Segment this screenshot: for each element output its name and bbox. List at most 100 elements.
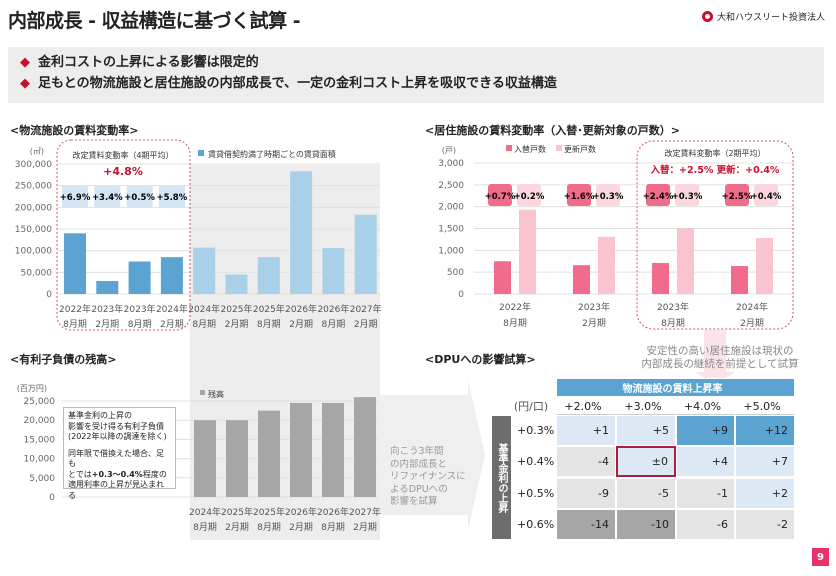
note-line: 安定性の高い居住施設は現状の: [646, 345, 794, 357]
bar: [652, 262, 669, 294]
logistics-section-title: <物流施設の賃料変動率>: [10, 124, 139, 137]
table-cell: +12: [735, 415, 795, 446]
bar: [226, 420, 248, 497]
y-tick-label: 15,000: [24, 435, 56, 445]
x-tick-label: 2026年: [285, 506, 317, 518]
page-title: 内部成長 - 収益構造に基づく試算 -: [8, 10, 301, 32]
x-tick-label: 2月期: [289, 319, 313, 330]
rate-highlight-box: [56, 139, 191, 331]
x-tick-label: 2月期: [354, 319, 378, 330]
residential-note: 安定性の高い居住施設は現状の 内部成長の継続を前提として試算: [640, 345, 800, 371]
x-tick-label: 2月期: [95, 319, 119, 330]
bar: [194, 420, 216, 497]
y-axis-unit: (百万円): [17, 384, 47, 393]
note-line: 内部成長の継続を前提として試算: [641, 358, 799, 370]
bar: [290, 402, 312, 497]
bar: [494, 261, 511, 294]
x-tick-label: 2月期: [225, 522, 249, 533]
x-tick-label: 2024年: [736, 301, 768, 313]
bar: [128, 261, 151, 294]
table-cell: +9: [676, 415, 735, 446]
y-tick-label: 100,000: [15, 247, 52, 257]
y-tick-label: 2,500: [438, 181, 464, 191]
x-tick-label: 8月期: [193, 522, 217, 533]
x-tick-label: 2024年: [188, 303, 220, 315]
table-cell: +2: [735, 477, 795, 509]
x-tick-label: 2022年: [499, 301, 531, 313]
x-tick-label: 8月期: [128, 319, 152, 330]
dpu-table: (円/口) 物流施設の賃料上昇率 基準金利の上昇 +2.0% +3.0% +4.0% +5.…: [491, 378, 795, 540]
note-text: とでは: [68, 469, 92, 479]
y-tick-label: 500: [447, 268, 464, 278]
y-tick-label: 25,000: [24, 397, 56, 407]
table-cell: -4: [556, 446, 616, 478]
y-tick-label: 10,000: [24, 455, 56, 465]
bar: [160, 257, 183, 294]
row-label: +0.4%: [512, 446, 556, 478]
y-tick-label: 0: [46, 290, 52, 300]
bar: [64, 233, 86, 294]
rate-label-box: [158, 185, 185, 207]
note-text: 程度の: [142, 469, 167, 479]
summary-box: ◆ 金利コストの上昇による影響は限定的 ◆ 足もとの物流施設と居住施設の内部成長で、…: [8, 47, 824, 103]
table-cell: -6: [676, 508, 735, 540]
row-label: +0.3%: [512, 415, 556, 446]
rate-label: +3.4%: [92, 193, 123, 203]
rate-label: +0.3%: [593, 192, 624, 202]
y-axis-unit: (㎡): [30, 147, 44, 156]
note-line: (2022年以降の調達を除く): [68, 432, 167, 441]
arrow-line: の内部成長と: [390, 458, 448, 470]
x-tick-label: 2024年: [189, 506, 221, 518]
y-tick-label: 1,000: [438, 246, 464, 256]
y-tick-label: 2,000: [438, 203, 464, 213]
bar: [290, 171, 313, 294]
note-line: 同年限で借換えた場合、足も: [68, 448, 164, 469]
legend-swatch: [198, 150, 204, 156]
rate-label-box: [725, 184, 749, 206]
rate-label-box: [517, 184, 541, 206]
rate-label: +2.4%: [643, 192, 674, 202]
table-cell: -10: [616, 508, 676, 540]
x-tick-label: 2025年: [253, 506, 285, 518]
x-tick-label: 8月期: [661, 318, 685, 329]
table-unit: (円/口): [512, 396, 556, 415]
rate-highlight-box: [636, 140, 794, 330]
table-cell: -1: [676, 477, 735, 509]
rate-label-box: [754, 184, 778, 206]
legend-label: 残高: [208, 389, 224, 399]
row-header: 基準金利の上昇: [491, 415, 512, 540]
x-tick-label: 2026年: [285, 303, 317, 315]
forecast-background: [190, 165, 380, 540]
x-tick-label: 2026年: [317, 506, 349, 518]
bar: [354, 214, 377, 294]
x-tick-label: 8月期: [322, 319, 346, 330]
x-tick-label: 2025年: [221, 506, 253, 518]
rate-label-box: [596, 184, 620, 206]
x-tick-label: 2月期: [740, 318, 764, 329]
note-line: とでは+0.3～0.4%程度の: [68, 470, 171, 481]
rate-label: +0.7%: [485, 192, 516, 202]
arrow-text: 向こう3年間 の内部成長と リファイナンスに よるDPUへの 影響を試算: [390, 446, 466, 509]
arrow-shape: [378, 380, 485, 530]
column-label: +2.0%: [556, 397, 616, 415]
y-tick-label: 250,000: [15, 182, 52, 192]
note-line: 適用利率の上昇が見込まれる: [68, 480, 164, 500]
box-title: 改定賃料変動率（2期平均）: [664, 148, 765, 158]
down-arrow-icon: [695, 330, 735, 385]
table-cell: +4: [676, 446, 735, 478]
bar: [731, 266, 748, 294]
bar: [322, 402, 344, 497]
x-tick-label: 2月期: [582, 318, 606, 329]
x-tick-label: 8月期: [503, 318, 527, 329]
bullet-1: ◆ 金利コストの上昇による影響は限定的: [20, 52, 812, 73]
rate-label: +6.9%: [60, 193, 91, 203]
logo-text: 大和ハウスリート投資法人: [717, 13, 826, 23]
bar: [598, 236, 615, 294]
logo-ring-icon: [702, 11, 713, 22]
bullet-2: ◆ 足もとの物流施設と居住施設の内部成長で、一定の金利コスト上昇を吸収できる収益構…: [20, 73, 812, 94]
x-tick-label: 2025年: [253, 303, 285, 315]
x-tick-label: 8月期: [321, 522, 345, 533]
table-cell: -14: [556, 508, 616, 540]
table-cell: -2: [735, 508, 795, 540]
